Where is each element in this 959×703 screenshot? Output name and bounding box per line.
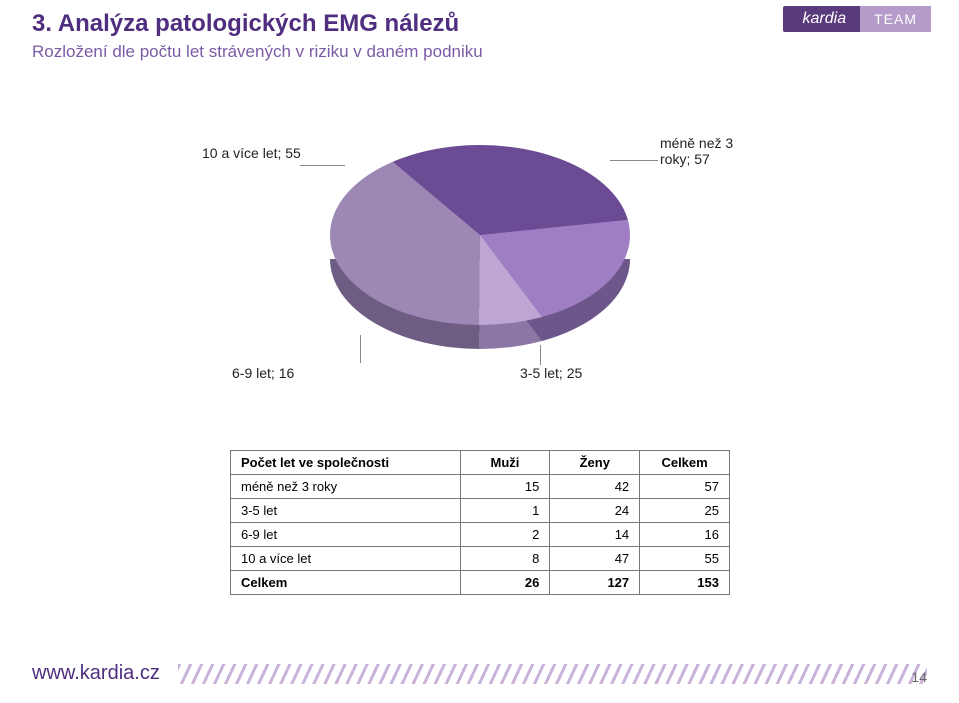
table-row: 6-9 let21416 [231,523,730,547]
table-cell: 6-9 let [231,523,461,547]
table-body: méně než 3 roky1542573-5 let124256-9 let… [231,475,730,595]
table-cell: 42 [550,475,640,499]
table-cell: 8 [460,547,550,571]
table-cell: Celkem [231,571,461,595]
table-cell: 127 [550,571,640,595]
table-cell: 153 [640,571,730,595]
leader-line [300,165,345,166]
table-row: méně než 3 roky154257 [231,475,730,499]
data-table-wrap: Počet let ve společnosti Muži Ženy Celke… [230,450,730,595]
table-cell: 26 [460,571,550,595]
table-cell: 16 [640,523,730,547]
table-cell: 14 [550,523,640,547]
table-cell: 10 a více let [231,547,461,571]
brand-logo: kardia TEAM [783,6,931,32]
table-row: Celkem26127153 [231,571,730,595]
table-cell: 47 [550,547,640,571]
slice-label-2: 6-9 let; 16 [232,365,294,381]
pie-3d [330,145,630,325]
table-cell: 2 [460,523,550,547]
slice-label-0: méně než 3 roky; 57 [660,135,750,167]
table-cell: 15 [460,475,550,499]
table-row: 3-5 let12425 [231,499,730,523]
data-table: Počet let ve společnosti Muži Ženy Celke… [230,450,730,595]
col-header: Ženy [550,451,640,475]
pie-chart: méně než 3 roky; 57 3-5 let; 25 6-9 let;… [100,105,860,435]
table-cell: 24 [550,499,640,523]
logo-brand-text: kardia [783,6,861,32]
leader-line [360,335,361,363]
col-header: Počet let ve společnosti [231,451,461,475]
slice-label-3: 10 a více let; 55 [202,145,301,161]
table-cell: 1 [460,499,550,523]
leader-line [540,345,541,365]
logo-suffix-text: TEAM [860,6,931,32]
table-cell: 57 [640,475,730,499]
table-cell: 25 [640,499,730,523]
page-subtitle: Rozložení dle počtu let strávených v riz… [32,42,927,62]
pie-top [330,145,630,325]
page-number: 14 [911,669,927,685]
leader-line [610,160,658,161]
col-header: Muži [460,451,550,475]
footer: www.kardia.cz [32,662,927,685]
table-cell: 55 [640,547,730,571]
footer-hatching [178,664,927,684]
table-cell: 3-5 let [231,499,461,523]
table-row: 10 a více let84755 [231,547,730,571]
pie-container [330,145,630,445]
col-header: Celkem [640,451,730,475]
slice-label-1: 3-5 let; 25 [520,365,582,381]
footer-url: www.kardia.cz [32,662,160,685]
table-cell: méně než 3 roky [231,475,461,499]
table-header-row: Počet let ve společnosti Muži Ženy Celke… [231,451,730,475]
